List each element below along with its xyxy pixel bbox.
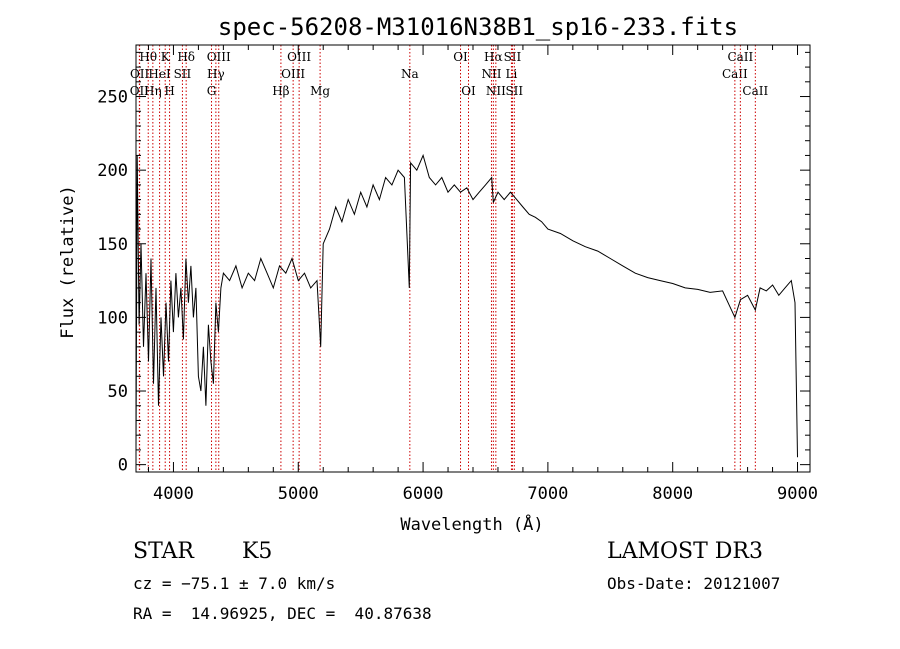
axis-ticks: 4000 5000 6000 7000 8000 9000 0 50 100 150 200 250 [97, 45, 818, 504]
x-axis-label: Wavelength (Å) [400, 513, 543, 535]
line-marker-label: HeI [148, 67, 171, 81]
line-marker-label: Hα [484, 50, 503, 64]
line-marker-label: Hβ [272, 84, 289, 98]
line-marker-label: CaII [727, 50, 753, 64]
redshift-cz: cz = −75.1 ± 7.0 km/s [133, 574, 336, 593]
survey-name: LAMOST DR3 [607, 539, 763, 564]
spectrum-line [135, 153, 798, 458]
spectrum-chart: spec-56208-M31016N38B1_sp16-233.fits OII… [58, 13, 818, 535]
line-marker-label: OI [461, 84, 476, 98]
line-marker-label: SII [505, 84, 523, 98]
line-marker-label: OI [453, 50, 468, 64]
line-marker-label: G [207, 84, 217, 98]
y-tick-label: 0 [118, 456, 128, 476]
y-tick-label: 200 [97, 161, 128, 181]
x-tick-label: 9000 [777, 484, 818, 504]
y-tick-label: 150 [97, 235, 128, 255]
line-marker-label: SII [174, 67, 192, 81]
y-tick-label: 100 [97, 308, 128, 328]
line-marker-label: CaII [722, 67, 748, 81]
line-marker-label: CaII [742, 84, 768, 98]
object-class: STAR [133, 539, 194, 564]
obs-date: Obs-Date: 20121007 [607, 574, 781, 593]
chart-title: spec-56208-M31016N38B1_sp16-233.fits [218, 13, 738, 41]
x-tick-label: 5000 [278, 484, 319, 504]
line-marker-label: K [161, 50, 171, 64]
line-marker-label: OIII [281, 67, 305, 81]
x-tick-label: 8000 [652, 484, 693, 504]
x-tick-label: 4000 [153, 484, 194, 504]
line-marker-label: Na [401, 67, 419, 81]
line-marker-label: OIII [207, 50, 231, 64]
line-marker-label: Hθ [139, 50, 157, 64]
plot-frame [135, 44, 811, 473]
line-marker-label: OII [130, 67, 150, 81]
subclass: K5 [242, 539, 273, 564]
line-marker-label: Li [506, 67, 518, 81]
line-marker-label: OIII [287, 50, 311, 64]
line-marker-label: Mg [310, 84, 330, 98]
x-tick-label: 6000 [403, 484, 444, 504]
line-marker-label: Hη [144, 84, 162, 98]
line-marker-label: SII [504, 50, 522, 64]
y-tick-label: 250 [97, 88, 128, 108]
y-axis-label: Flux (relative) [58, 185, 78, 339]
line-marker-label: NII [481, 67, 501, 81]
y-tick-label: 50 [108, 382, 128, 402]
x-tick-label: 7000 [527, 484, 568, 504]
coordinates: RA = 14.96925, DEC = 40.87638 [133, 604, 432, 623]
line-marker-label: Hγ [207, 67, 225, 81]
line-marker-label: H [164, 84, 174, 98]
line-marker-label: Hδ [177, 50, 195, 64]
line-marker-label: NII [486, 84, 506, 98]
